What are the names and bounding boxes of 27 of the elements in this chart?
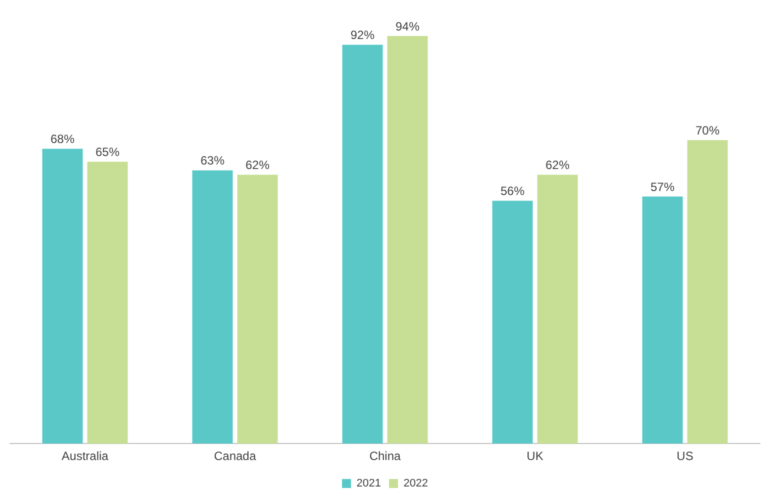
data-label: 56% — [500, 184, 525, 198]
bar — [642, 196, 683, 444]
x-tick-label: US — [676, 449, 694, 464]
bar — [537, 174, 578, 444]
data-label: 57% — [650, 180, 675, 194]
data-label: 63% — [200, 154, 225, 168]
data-label: 68% — [50, 132, 75, 146]
data-label: 70% — [695, 123, 720, 138]
x-tick-label: Canada — [214, 449, 256, 464]
data-label: 94% — [395, 19, 420, 34]
bar — [237, 174, 278, 444]
bar — [192, 170, 233, 444]
data-label: 65% — [95, 145, 120, 160]
bar — [492, 200, 533, 444]
x-tick-label: Australia — [62, 449, 109, 464]
legend-label: 2021 — [356, 478, 382, 490]
bar — [387, 36, 428, 444]
data-label: 62% — [545, 158, 570, 172]
data-label: 62% — [245, 158, 270, 172]
bar — [87, 162, 128, 444]
x-tick-label: China — [369, 449, 401, 464]
bar — [42, 148, 83, 444]
x-tick-label: UK — [526, 449, 544, 464]
legend-label: 2022 — [404, 478, 428, 490]
data-label: 92% — [350, 28, 375, 42]
bar — [687, 140, 728, 444]
bar — [342, 44, 383, 444]
